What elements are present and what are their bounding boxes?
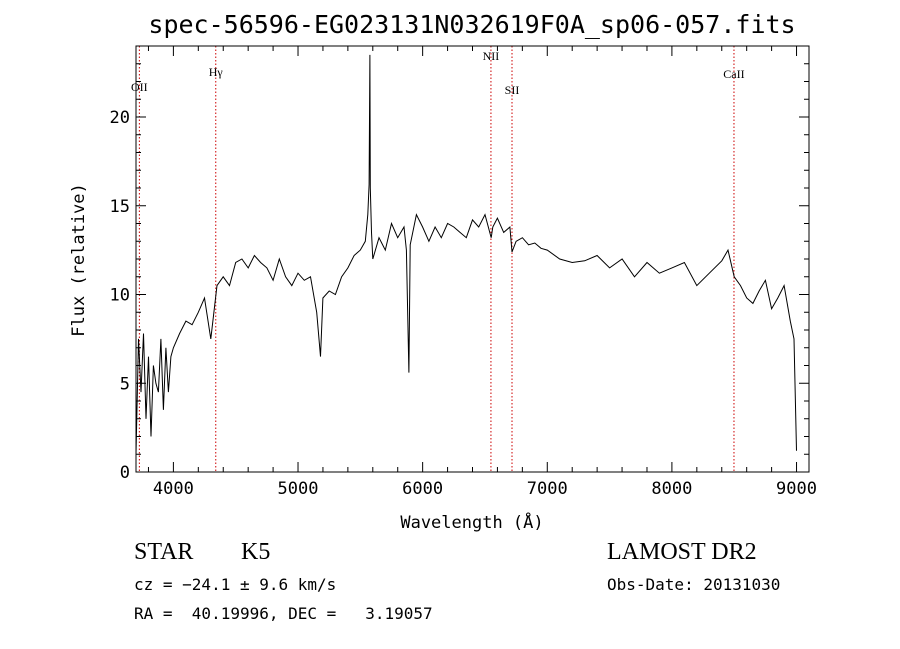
coordinates: RA = 40.19996, DEC = 3.19057 xyxy=(134,604,433,623)
y-axis-ticks: 0 5 10 15 20 xyxy=(110,45,809,483)
plot-frame xyxy=(135,45,810,473)
emission-line-label: CaII xyxy=(723,67,744,81)
spectrum-line xyxy=(135,54,797,455)
redshift-velocity: cz = −24.1 ± 9.6 km/s xyxy=(134,575,337,594)
y-tick-label: 0 xyxy=(120,463,130,483)
observation-date: Obs-Date: 20131030 xyxy=(607,575,781,594)
emission-line-label: Hγ xyxy=(209,65,224,79)
chart-title: spec-56596-EG023131N032619F0A_sp06-057.f… xyxy=(148,10,795,39)
x-tick-label: 4000 xyxy=(153,479,194,499)
survey-name: LAMOST DR2 xyxy=(607,539,757,565)
x-tick-label: 6000 xyxy=(402,479,443,499)
emission-line-label: SII xyxy=(505,83,520,97)
x-axis-label: Wavelength (Å) xyxy=(400,511,543,533)
y-tick-label: 10 xyxy=(110,286,130,306)
y-axis-label: Flux (relative) xyxy=(69,183,89,337)
x-tick-label: 8000 xyxy=(651,479,692,499)
emission-line-label: NII xyxy=(483,49,500,63)
y-tick-label: 5 xyxy=(120,374,130,394)
x-tick-label: 7000 xyxy=(527,479,568,499)
x-axis-ticks: 4000 5000 6000 7000 8000 9000 xyxy=(147,46,817,499)
y-tick-label: 20 xyxy=(110,108,130,128)
object-class: STAR xyxy=(134,539,194,565)
x-tick-label: 9000 xyxy=(776,479,817,499)
x-tick-label: 5000 xyxy=(278,479,319,499)
object-subclass: K5 xyxy=(241,539,271,565)
emission-line-markers: OII Hγ NII SII CaII xyxy=(131,46,745,472)
y-tick-label: 15 xyxy=(110,197,130,217)
emission-line-label: OII xyxy=(131,80,148,94)
